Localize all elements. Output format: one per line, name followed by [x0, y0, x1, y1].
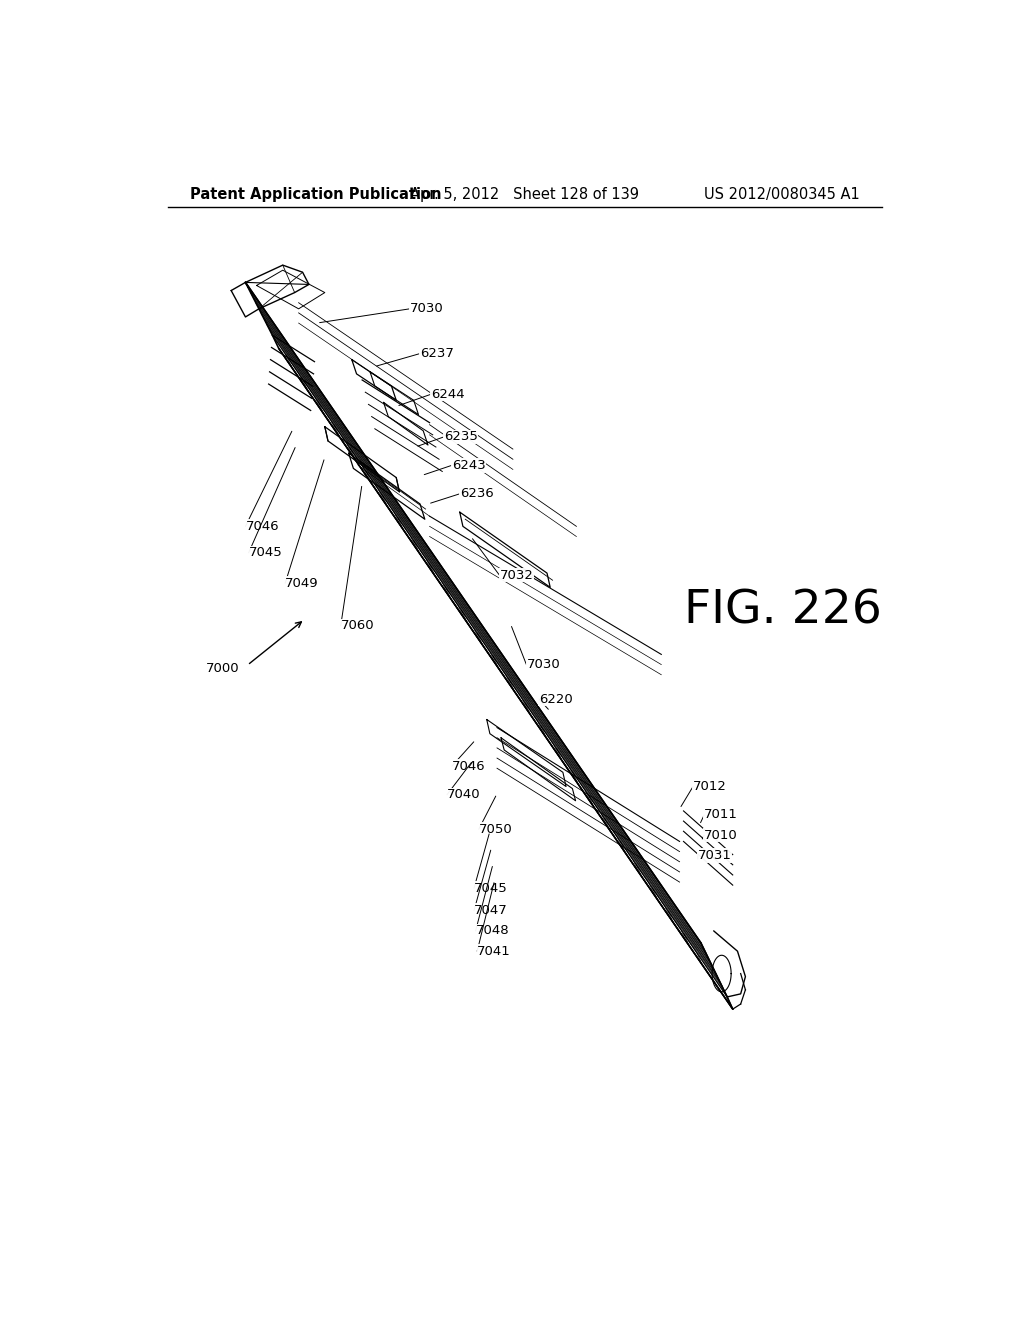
- Text: 7030: 7030: [526, 659, 560, 671]
- Text: 7046: 7046: [452, 760, 485, 772]
- Text: 7040: 7040: [447, 788, 480, 801]
- Text: 7032: 7032: [500, 569, 534, 582]
- Text: 6236: 6236: [460, 487, 494, 500]
- Text: Apr. 5, 2012   Sheet 128 of 139: Apr. 5, 2012 Sheet 128 of 139: [411, 187, 639, 202]
- Text: 7031: 7031: [697, 849, 732, 862]
- Text: 7045: 7045: [249, 546, 283, 560]
- Text: 7011: 7011: [705, 808, 738, 821]
- Text: FIG. 226: FIG. 226: [684, 589, 882, 634]
- Text: 7012: 7012: [693, 780, 727, 793]
- Text: 7000: 7000: [206, 663, 240, 675]
- Text: 7049: 7049: [285, 577, 318, 590]
- Text: 7046: 7046: [246, 520, 280, 533]
- Text: 7045: 7045: [474, 882, 508, 895]
- Text: US 2012/0080345 A1: US 2012/0080345 A1: [703, 187, 860, 202]
- Text: 7060: 7060: [341, 619, 375, 632]
- Text: 7030: 7030: [410, 302, 443, 315]
- Text: 7050: 7050: [479, 822, 513, 836]
- Text: 7047: 7047: [474, 904, 508, 917]
- Text: Patent Application Publication: Patent Application Publication: [189, 187, 441, 202]
- Text: 7010: 7010: [705, 829, 738, 842]
- Text: 7048: 7048: [475, 924, 509, 937]
- Text: 6235: 6235: [443, 430, 478, 444]
- Text: 6237: 6237: [420, 347, 454, 360]
- Text: 7041: 7041: [477, 945, 511, 958]
- Text: 6220: 6220: [539, 693, 572, 706]
- Text: 6243: 6243: [452, 459, 485, 471]
- Text: 6244: 6244: [431, 388, 465, 401]
